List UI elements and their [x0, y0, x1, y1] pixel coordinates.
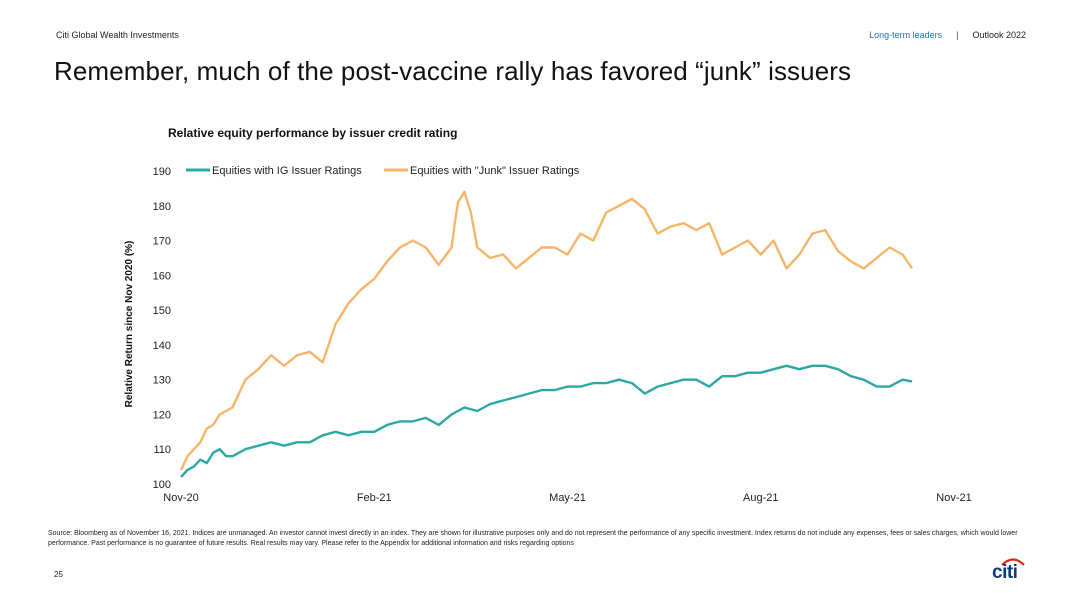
y-tick-label: 180 [153, 201, 171, 213]
y-axis-label: Relative Return since Nov 2020 (%) [124, 241, 135, 408]
y-tick-label: 100 [153, 479, 171, 491]
legend-label-junk: Equities with "Junk" Issuer Ratings [410, 165, 580, 177]
page-number: 25 [54, 570, 63, 579]
x-tick-label: Nov-21 [936, 492, 971, 504]
series-lines [179, 190, 914, 478]
y-tick-label: 140 [153, 340, 171, 352]
citi-logo: citi [992, 556, 1032, 583]
page-title: Remember, much of the post-vaccine rally… [54, 56, 852, 86]
y-tick-label: 190 [153, 166, 171, 178]
x-axis: Nov-20 Feb-21 May-21 Aug-21 Nov-21 [163, 492, 971, 504]
legend-label-ig: Equities with IG Issuer Ratings [212, 165, 362, 177]
x-tick-label: Aug-21 [743, 492, 778, 504]
x-tick-label: Feb-21 [357, 492, 392, 504]
nav-link-long-term-leaders[interactable]: Long-term leaders [869, 30, 943, 40]
y-tick-label: 130 [153, 375, 171, 387]
logo-text: citi [992, 562, 1018, 583]
x-tick-label: May-21 [549, 492, 586, 504]
nav-separator: | [956, 30, 959, 40]
series-line-ig [180, 364, 913, 478]
logo-arc-icon [1001, 558, 1025, 566]
series-line-junk [179, 190, 914, 471]
x-tick-label: Nov-20 [163, 492, 198, 504]
y-tick-label: 110 [153, 444, 171, 456]
y-axis: 100 110 120 130 140 150 160 170 180 190 [153, 166, 171, 491]
y-tick-label: 150 [153, 305, 171, 317]
top-nav: Long-term leaders | Outlook 2022 [869, 30, 1026, 40]
source-note: Source: Bloomberg as of November 16, 202… [48, 530, 1018, 547]
legend: Equities with IG Issuer Ratings Equities … [186, 165, 580, 177]
nav-link-outlook-2022[interactable]: Outlook 2022 [972, 30, 1026, 40]
y-tick-label: 170 [153, 236, 171, 248]
brand-name: Citi Global Wealth Investments [56, 30, 179, 40]
chart-title: Relative equity performance by issuer cr… [168, 126, 457, 140]
y-tick-label: 120 [153, 409, 171, 421]
y-tick-label: 160 [153, 270, 171, 282]
